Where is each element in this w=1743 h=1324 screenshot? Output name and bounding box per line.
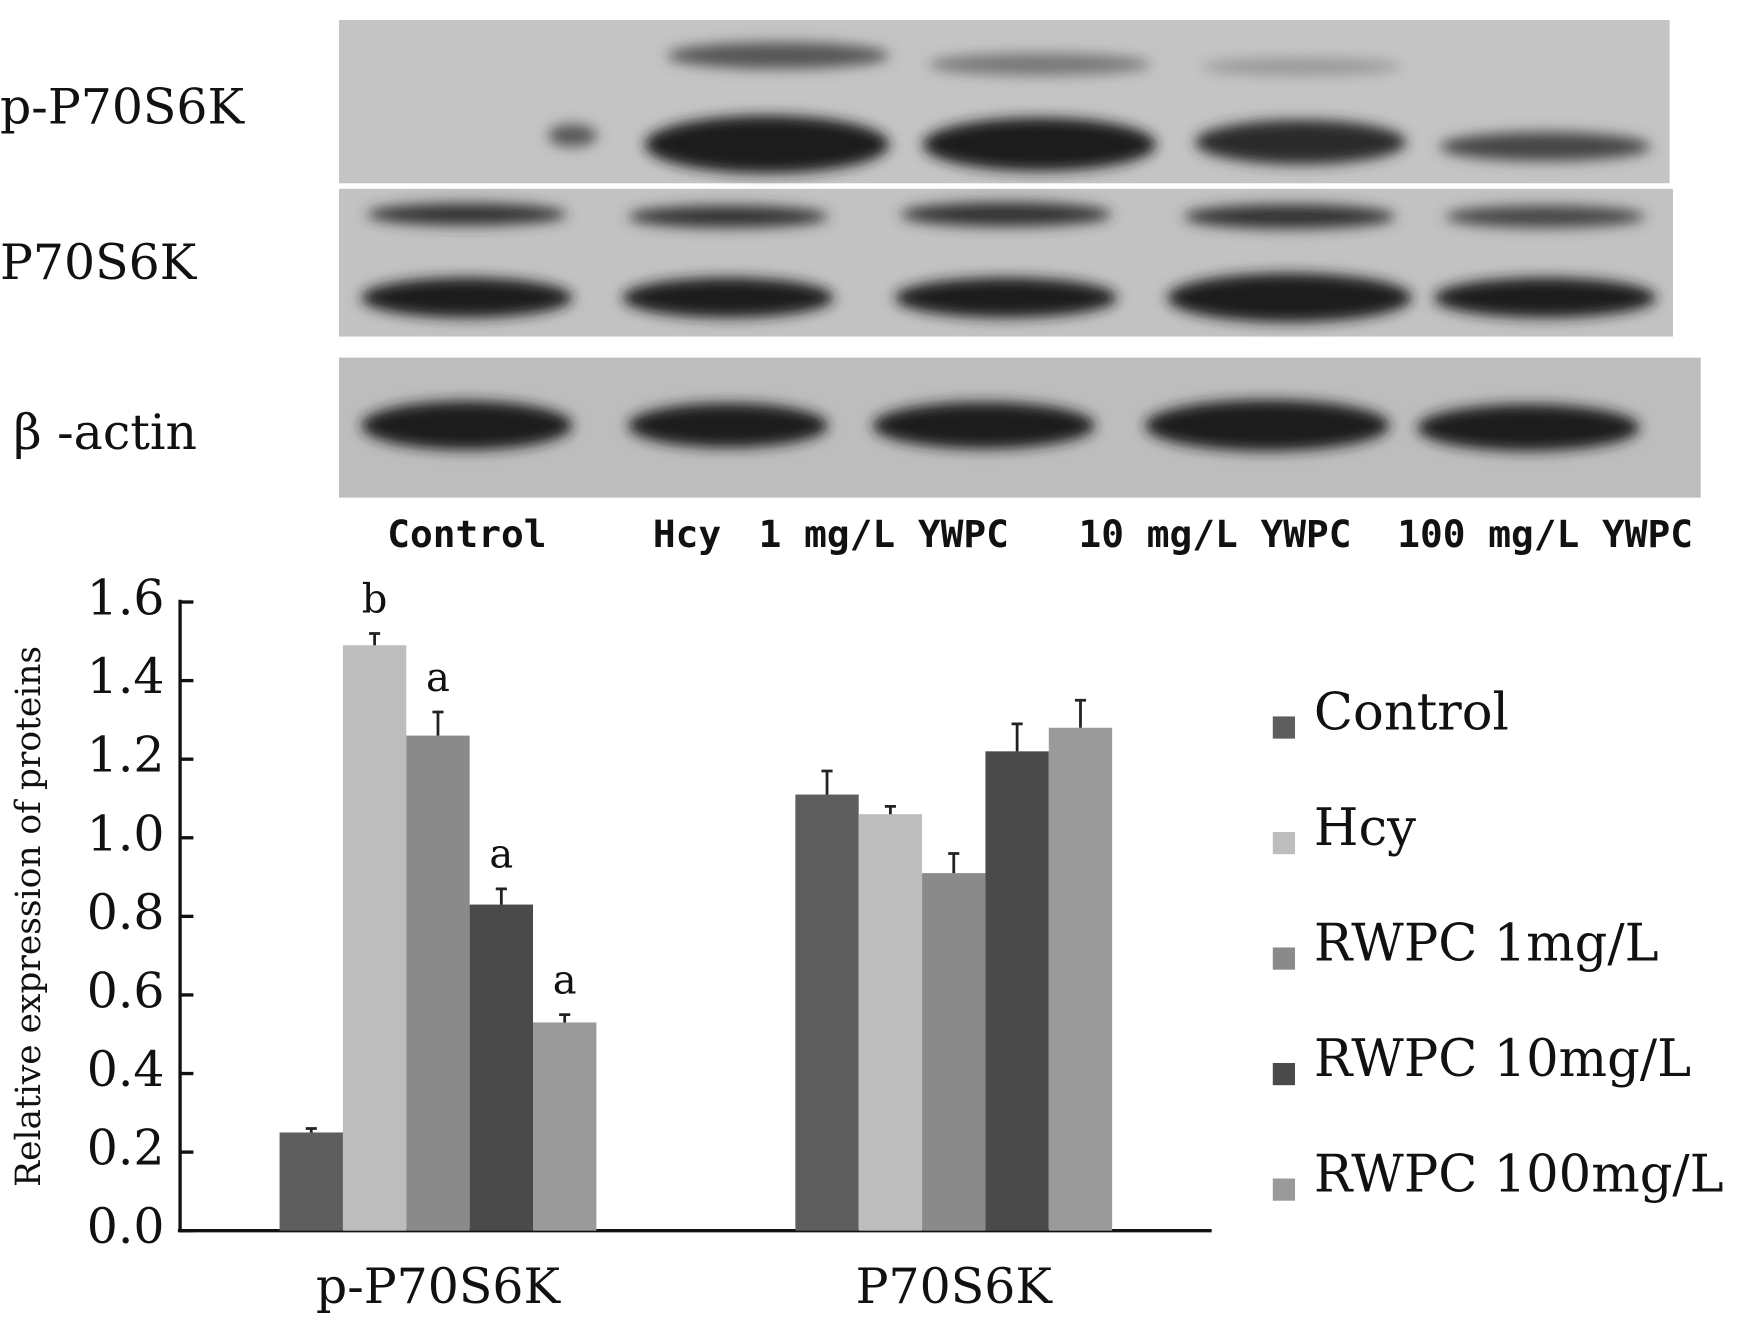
- y-tick-label: 1.2: [87, 727, 165, 784]
- y-tick-label: 0.8: [87, 884, 165, 941]
- bar: [858, 814, 923, 1231]
- lane-label: Control: [387, 512, 546, 556]
- y-tick-label: 0.2: [87, 1120, 165, 1177]
- lane-label: 1 mg/L YWPC: [759, 512, 1009, 556]
- x-tick-label: P70S6K: [856, 1258, 1054, 1315]
- error-bar: [948, 852, 960, 874]
- bar: [469, 904, 534, 1231]
- bar: [406, 735, 470, 1231]
- error-bar: [369, 632, 381, 646]
- y-axis-label: Relative expression of proteins: [9, 646, 49, 1187]
- legend-swatch: [1272, 716, 1296, 739]
- annotation: b: [362, 576, 388, 622]
- error-bar: [305, 1127, 317, 1133]
- legend-swatch: [1272, 1178, 1296, 1201]
- blot-row-label: P70S6K: [0, 234, 198, 291]
- annotation: a: [553, 957, 577, 1003]
- y-tick-label: 1.6: [87, 570, 165, 627]
- bar: [533, 1022, 597, 1231]
- legend-swatch: [1272, 947, 1296, 970]
- blot-bands: [361, 42, 1657, 451]
- bar: [342, 645, 407, 1231]
- lane-label: 100 mg/L YWPC: [1397, 512, 1693, 556]
- legend-swatch: [1272, 1062, 1296, 1086]
- error-bar: [559, 1013, 571, 1023]
- bar: [279, 1132, 343, 1231]
- legend-swatch: [1272, 831, 1296, 855]
- y-tick-label: 0.0: [87, 1198, 165, 1255]
- legend-label: RWPC 100mg/L: [1314, 1146, 1724, 1205]
- error-bar: [432, 710, 444, 736]
- western-blot: p-P70S6K P70S6K β -actin Control Hcy 1 m…: [0, 19, 1701, 556]
- y-tick-label: 0.6: [87, 962, 165, 1019]
- bar: [1048, 727, 1113, 1231]
- blot-row-label: p-P70S6K: [0, 79, 246, 136]
- error-bar: [884, 804, 896, 815]
- legend-label: Hcy: [1314, 799, 1416, 858]
- legend-label: RWPC 1mg/L: [1314, 914, 1659, 973]
- lane-label: 10 mg/L YWPC: [1079, 512, 1352, 556]
- legend-label: Control: [1314, 683, 1509, 742]
- y-tick-label: 1.4: [87, 648, 165, 705]
- bar: [985, 751, 1049, 1231]
- error-bar: [1011, 722, 1023, 752]
- bar: [922, 873, 986, 1231]
- lane-label: Hcy: [653, 512, 721, 556]
- y-tick-label: 1.0: [87, 805, 165, 862]
- annotation: a: [489, 832, 513, 878]
- blot-row-label: β -actin: [13, 404, 197, 461]
- y-tick-label: 0.4: [87, 1041, 165, 1098]
- error-bar: [495, 887, 507, 905]
- x-tick-label: p-P70S6K: [316, 1258, 562, 1315]
- bar: [795, 794, 859, 1231]
- error-bar: [821, 769, 833, 795]
- annotation: a: [426, 655, 450, 701]
- error-bar: [1074, 698, 1087, 728]
- legend-label: RWPC 10mg/L: [1314, 1030, 1691, 1089]
